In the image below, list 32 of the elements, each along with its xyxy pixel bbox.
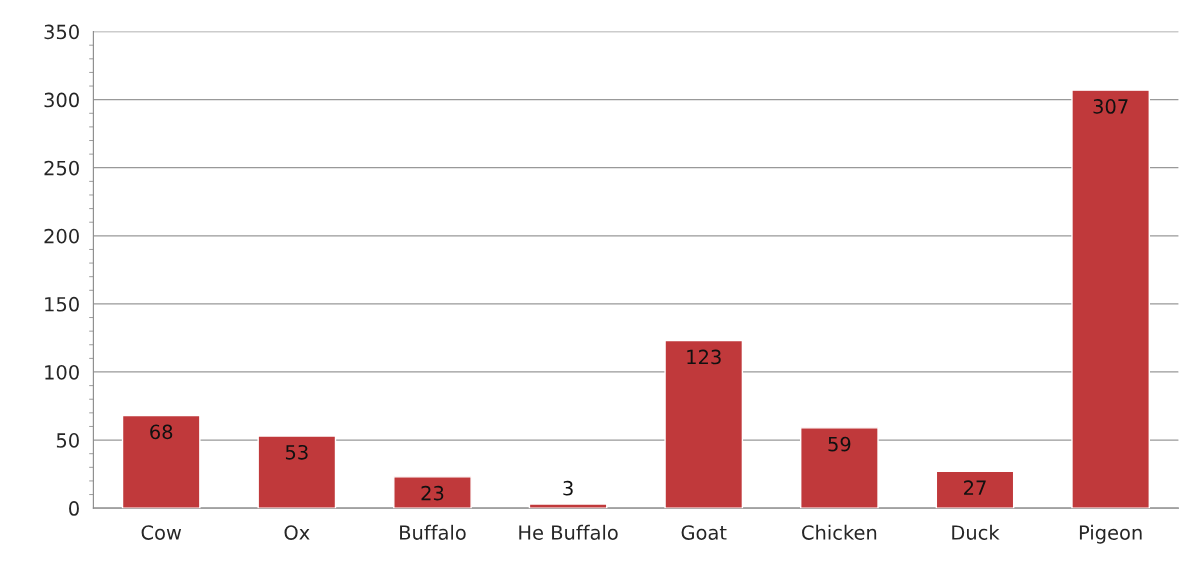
data-label: 123 [687, 349, 721, 365]
bar [800, 427, 879, 509]
y-tick-label: 150 [45, 296, 79, 312]
data-label: 68 [150, 424, 173, 440]
bar [121, 414, 201, 509]
data-label: 27 [964, 480, 986, 495]
bar [935, 470, 1015, 509]
y-tick-label: 100 [45, 364, 79, 380]
data-label: 53 [285, 444, 308, 460]
bar [257, 435, 337, 509]
data-label: 59 [828, 436, 851, 452]
bar [1071, 89, 1150, 509]
x-tick-label: Goat [681, 525, 727, 540]
x-tick-label: Cow [141, 525, 182, 540]
x-tick-label: He Buffalo [519, 524, 618, 540]
x-tick-label: Ox [284, 525, 310, 540]
y-tick-label: 50 [56, 433, 79, 448]
bar [393, 476, 472, 509]
y-tick-label: 300 [44, 92, 79, 108]
data-label: 23 [421, 485, 444, 501]
y-tick-label: 350 [44, 24, 79, 40]
x-tick-label: Buffalo [400, 524, 466, 540]
x-tick-label: Duck [952, 524, 1000, 540]
y-tick-label: 0 [69, 501, 79, 516]
x-tick-label: Pigeon [1079, 524, 1142, 544]
data-label: 307 [1093, 99, 1128, 114]
bar [664, 339, 744, 509]
data-label: 3 [563, 480, 573, 496]
y-tick-label: 250 [44, 160, 79, 176]
x-tick-label: Chicken [802, 524, 877, 540]
y-tick-label: 200 [44, 228, 79, 244]
bar [528, 503, 608, 509]
